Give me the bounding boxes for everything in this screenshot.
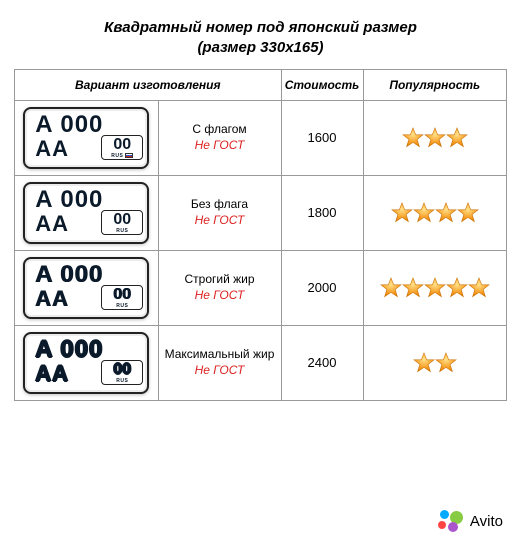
plate-cell: A 000 AA 00 RUS xyxy=(15,175,159,250)
plate-cell: A 000 AA 00 RUS xyxy=(15,250,159,325)
avito-text: Avito xyxy=(470,513,503,530)
plate-cell: A 000 AA 00 RUS xyxy=(15,325,159,400)
price-cell: 2400 xyxy=(281,325,363,400)
star-icon xyxy=(424,277,446,299)
table-row: A 000 AA 00 RUS Строгий жир Не ГОСТ 2000 xyxy=(15,250,507,325)
plate-region-box: 00 RUS xyxy=(101,360,143,385)
license-plate-sample: A 000 AA 00 RUS xyxy=(23,107,149,169)
desc-cell: С флагом Не ГОСТ xyxy=(158,100,281,175)
desc-cell: Без флага Не ГОСТ xyxy=(158,175,281,250)
col-popularity: Популярность xyxy=(363,69,507,100)
table-row: A 000 AA 00 RUS Максимальный жир Не ГОСТ… xyxy=(15,325,507,400)
star-icon xyxy=(402,127,424,149)
col-variant: Вариант изготовления xyxy=(15,69,282,100)
desc-cell: Максимальный жир Не ГОСТ xyxy=(158,325,281,400)
col-price: Стоимость xyxy=(281,69,363,100)
star-rating xyxy=(402,129,468,146)
price-cell: 2000 xyxy=(281,250,363,325)
plate-region-box: 00 RUS xyxy=(101,135,143,160)
star-rating xyxy=(380,279,490,296)
popularity-cell xyxy=(363,325,507,400)
plate-bottom-letters: AA xyxy=(35,288,69,310)
price-cell: 1800 xyxy=(281,175,363,250)
star-icon xyxy=(457,202,479,224)
not-gost-label: Не ГОСТ xyxy=(163,213,277,229)
plate-region-number: 00 xyxy=(105,137,139,153)
license-plate-sample: A 000 AA 00 RUS xyxy=(23,257,149,319)
avito-logo-icon xyxy=(438,510,466,532)
flag-icon xyxy=(125,153,133,158)
pricing-sheet: Квадратный номер под японский размер (ра… xyxy=(0,0,521,407)
plate-bottom-letters: AA xyxy=(35,213,69,235)
not-gost-label: Не ГОСТ xyxy=(163,363,277,379)
star-icon xyxy=(446,127,468,149)
plate-region-box: 00 RUS xyxy=(101,210,143,235)
star-icon xyxy=(402,277,424,299)
popularity-cell xyxy=(363,175,507,250)
star-icon xyxy=(391,202,413,224)
star-icon xyxy=(446,277,468,299)
plate-region-number: 00 xyxy=(105,212,139,228)
popularity-cell xyxy=(363,100,507,175)
plate-bottom-letters: AA xyxy=(35,138,69,160)
plate-rus-label: RUS xyxy=(116,378,128,384)
variant-name: Без флага xyxy=(163,197,277,213)
popularity-cell xyxy=(363,250,507,325)
not-gost-label: Не ГОСТ xyxy=(163,138,277,154)
plate-cell: A 000 AA 00 RUS xyxy=(15,100,159,175)
license-plate-sample: A 000 AA 00 RUS xyxy=(23,182,149,244)
plate-top-text: A 000 xyxy=(29,186,143,212)
plate-rus-label: RUS xyxy=(116,228,128,234)
plate-bottom-letters: AA xyxy=(35,363,69,385)
star-icon xyxy=(424,127,446,149)
plate-top-text: A 000 xyxy=(29,261,143,287)
avito-watermark: Avito xyxy=(438,510,503,532)
star-icon xyxy=(435,202,457,224)
plate-top-text: A 000 xyxy=(29,111,143,137)
star-icon xyxy=(380,277,402,299)
license-plate-sample: A 000 AA 00 RUS xyxy=(23,332,149,394)
star-icon xyxy=(413,352,435,374)
plate-region-number: 00 xyxy=(105,362,139,378)
table-row: A 000 AA 00 RUS Без флага Не ГОСТ 1800 xyxy=(15,175,507,250)
variant-name: Максимальный жир xyxy=(163,347,277,363)
table-row: A 000 AA 00 RUS С флагом Не ГОСТ 1600 xyxy=(15,100,507,175)
pricing-table: Вариант изготовления Стоимость Популярно… xyxy=(14,69,507,401)
not-gost-label: Не ГОСТ xyxy=(163,288,277,304)
star-icon xyxy=(435,352,457,374)
plate-rus-label: RUS xyxy=(111,153,123,159)
page-title: Квадратный номер под японский размер (ра… xyxy=(14,18,507,59)
plate-rus-label: RUS xyxy=(116,303,128,309)
plate-region-number: 00 xyxy=(105,287,139,303)
star-rating xyxy=(391,204,479,221)
title-line2: (размер 330х165) xyxy=(197,39,323,56)
price-cell: 1600 xyxy=(281,100,363,175)
variant-name: С флагом xyxy=(163,122,277,138)
table-header-row: Вариант изготовления Стоимость Популярно… xyxy=(15,69,507,100)
star-icon xyxy=(468,277,490,299)
desc-cell: Строгий жир Не ГОСТ xyxy=(158,250,281,325)
variant-name: Строгий жир xyxy=(163,272,277,288)
plate-region-box: 00 RUS xyxy=(101,285,143,310)
title-line1: Квадратный номер под японский размер xyxy=(104,19,417,36)
star-rating xyxy=(413,354,457,371)
star-icon xyxy=(413,202,435,224)
plate-top-text: A 000 xyxy=(29,336,143,362)
